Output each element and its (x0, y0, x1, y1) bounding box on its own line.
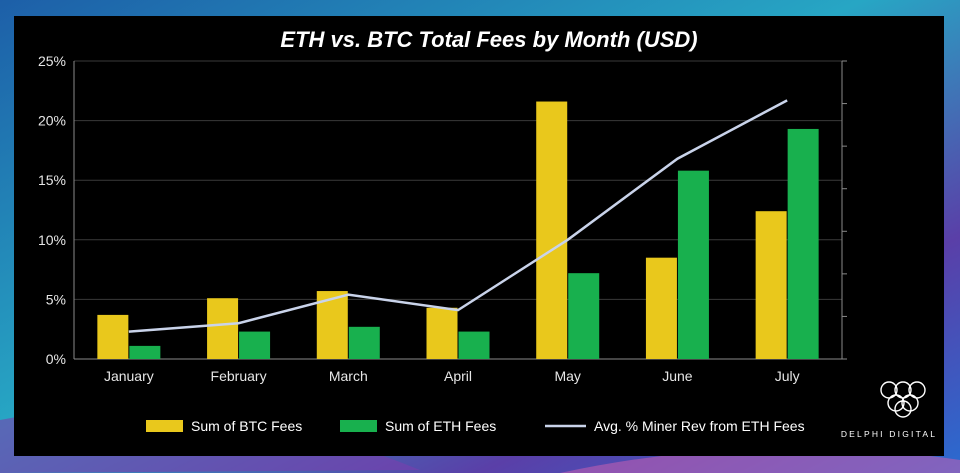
bar-btc-april (426, 307, 458, 359)
bars (97, 101, 819, 359)
y-tick-label: 15% (38, 172, 66, 188)
bar-eth-march (348, 326, 380, 359)
miner-rev-line (128, 99, 788, 333)
brand-name: DELPHI DIGITAL (841, 429, 937, 439)
y-axis: 0% 5% 10% 15% 20% 25% (38, 53, 842, 367)
bar-btc-january (97, 314, 129, 359)
legend: Sum of BTC Fees Sum of ETH Fees Avg. % M… (146, 418, 805, 434)
bar-btc-june (645, 257, 677, 359)
x-tick-label: January (104, 368, 154, 384)
y-tick-label: 0% (46, 351, 66, 367)
legend-swatch-btc (146, 420, 183, 432)
bar-eth-april (458, 331, 490, 359)
bar-btc-may (536, 101, 568, 359)
legend-swatch-eth (340, 420, 377, 432)
y-tick-label: 20% (38, 113, 66, 129)
chart: ETH vs. BTC Total Fees by Month (USD) 0%… (38, 27, 937, 439)
delphi-logo-icon (880, 381, 926, 418)
bar-eth-january (129, 345, 161, 359)
x-tick-label: July (775, 368, 800, 384)
y-tick-label: 5% (46, 291, 66, 307)
gridlines (74, 60, 842, 300)
legend-label-line: Avg. % Miner Rev from ETH Fees (594, 418, 805, 434)
bar-eth-february (239, 331, 271, 359)
bar-eth-july (787, 128, 819, 359)
right-axis-ticks (841, 60, 847, 360)
miner-rev-polyline (128, 99, 788, 333)
x-axis: January February March April May June July (104, 368, 800, 384)
x-tick-label: February (211, 368, 267, 384)
brand: DELPHI DIGITAL (841, 381, 937, 439)
x-tick-label: March (329, 368, 368, 384)
x-tick-label: May (554, 368, 580, 384)
legend-label-btc: Sum of BTC Fees (191, 418, 302, 434)
x-tick-label: April (444, 368, 472, 384)
y-tick-label: 25% (38, 53, 66, 69)
chart-panel: ETH vs. BTC Total Fees by Month (USD) 0%… (14, 16, 944, 456)
bar-btc-july (755, 211, 787, 359)
chart-title: ETH vs. BTC Total Fees by Month (USD) (280, 27, 697, 52)
bar-btc-february (207, 298, 239, 359)
legend-label-eth: Sum of ETH Fees (385, 418, 496, 434)
x-tick-label: June (662, 368, 693, 384)
y-tick-label: 10% (38, 232, 66, 248)
bar-eth-may (568, 273, 600, 359)
bar-eth-june (677, 170, 709, 359)
